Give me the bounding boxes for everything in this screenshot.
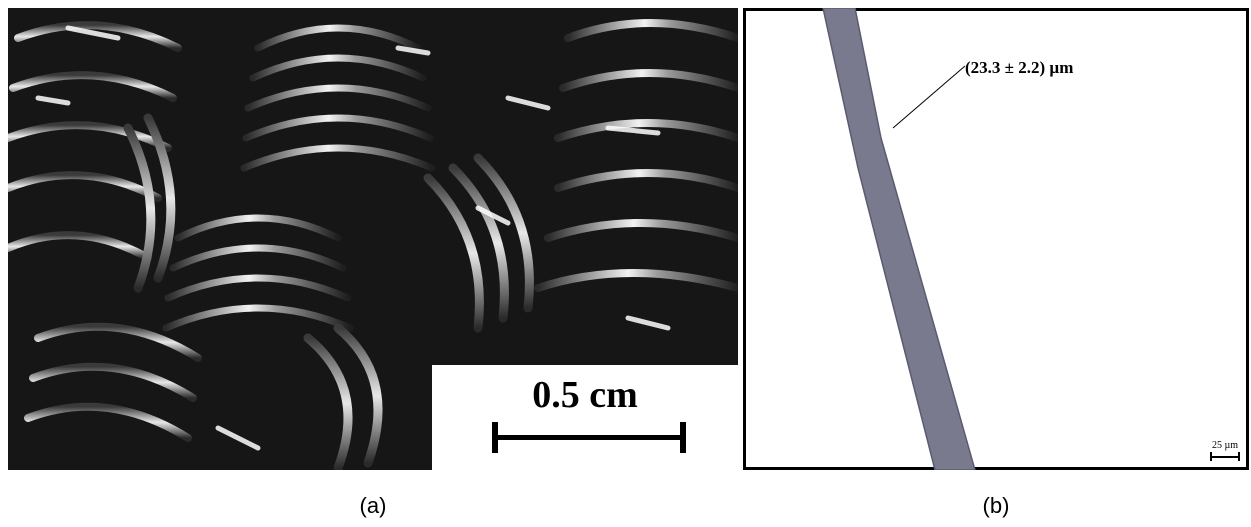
ribbon-texture: [8, 8, 738, 470]
scale-bar-box: 0.5 cm: [432, 365, 738, 470]
micrograph-fiber: (23.3 ± 2.2) µm 25 µm: [743, 8, 1249, 470]
caption-b: (b): [982, 493, 1010, 518]
scale-bar: [492, 422, 686, 453]
caption-a: (a): [359, 493, 387, 518]
scale-bar-label: 0.5 cm: [532, 374, 638, 416]
fiber-drawing: [743, 8, 1249, 470]
measurement-leader-line: [892, 65, 966, 129]
fiber: [822, 8, 976, 470]
scale-bar-label: 25 µm: [1211, 440, 1239, 451]
photo-metal-ribbons: 0.5 cm: [8, 8, 738, 470]
scale-bar: [1210, 452, 1240, 461]
fiber-width-label: (23.3 ± 2.2) µm: [965, 58, 1074, 77]
